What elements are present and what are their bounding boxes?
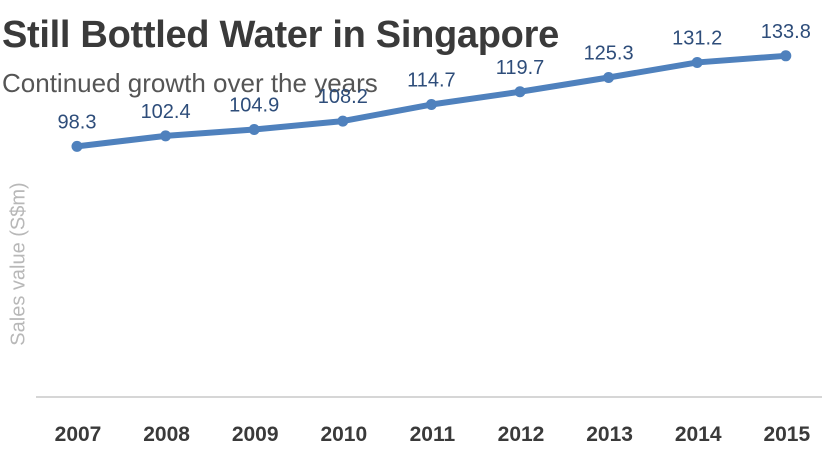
x-tick-label-2015: 2015 [763,423,810,446]
data-point-2007 [71,140,83,152]
x-tick-label-2013: 2013 [586,423,633,446]
data-point-2010 [337,115,349,127]
data-point-2009 [248,124,260,136]
data-label-2007: 98.3 [58,111,97,133]
data-label-2014: 131.2 [672,27,722,49]
chart-subtitle: Continued growth over the years [2,68,378,98]
data-point-2011 [425,99,437,111]
chart-title: Still Bottled Water in Singapore [2,14,559,56]
data-label-2011: 114.7 [407,70,456,92]
data-label-2015: 133.8 [761,21,811,43]
x-tick-label-2014: 2014 [675,423,722,446]
x-tick-label-2011: 2011 [410,423,456,446]
data-label-2009: 104.9 [229,95,279,117]
x-tick-label-2008: 2008 [143,423,190,446]
data-label-2013: 125.3 [584,42,634,64]
data-label-2012: 119.7 [496,57,545,79]
data-point-2008 [160,130,172,142]
data-point-2013 [603,71,615,83]
data-label-2010: 108.2 [318,86,368,108]
data-point-2015 [780,50,792,62]
data-point-2012 [514,86,526,98]
x-tick-label-2012: 2012 [498,423,545,446]
x-tick-label-2010: 2010 [320,423,367,446]
x-tick-label-2007: 2007 [55,423,102,446]
x-tick-label-2009: 2009 [232,423,279,446]
data-point-2014 [691,56,703,68]
data-label-2008: 102.4 [141,101,191,123]
